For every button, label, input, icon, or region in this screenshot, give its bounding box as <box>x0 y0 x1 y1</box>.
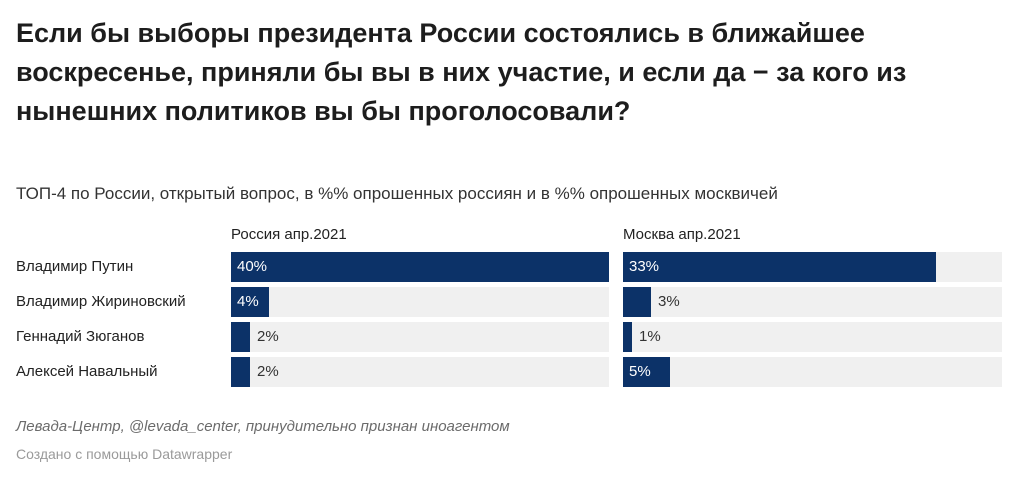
bar[interactable] <box>623 357 670 387</box>
bar[interactable] <box>623 322 632 352</box>
bar[interactable] <box>231 252 609 282</box>
bar-track: 2% <box>231 357 609 387</box>
bar[interactable] <box>231 287 269 317</box>
bar[interactable] <box>231 357 250 387</box>
bar[interactable] <box>231 322 250 352</box>
value-label: 40% <box>237 258 268 275</box>
value-label: 2% <box>257 363 279 380</box>
bar[interactable] <box>623 252 936 282</box>
source-note: Левада-Центр, @levada_center, принудител… <box>16 418 510 435</box>
bar[interactable] <box>623 287 651 317</box>
category-label: Алексей Навальный <box>16 363 158 380</box>
bar-track: 33% <box>623 252 1002 282</box>
chart-title: Если бы выборы президента России состоял… <box>16 18 907 126</box>
category-label: Владимир Жириновский <box>16 293 186 310</box>
bar-track: 1% <box>623 322 1002 352</box>
value-label: 5% <box>629 363 651 380</box>
bar-track: 5% <box>623 357 1002 387</box>
chart-subtitle: ТОП-4 по России, открытый вопрос, в %% о… <box>16 184 778 203</box>
value-label: 3% <box>658 293 680 310</box>
value-label: 4% <box>237 293 259 310</box>
bar-track: 4% <box>231 287 609 317</box>
value-label: 33% <box>629 258 660 275</box>
value-label: 1% <box>639 328 661 345</box>
value-label: 2% <box>257 328 279 345</box>
series-header: Россия апр.2021 <box>231 226 347 243</box>
datawrapper-credit[interactable]: Создано с помощью Datawrapper <box>16 446 233 462</box>
series-header: Москва апр.2021 <box>623 226 741 243</box>
bar-track: 40% <box>231 252 609 282</box>
category-label: Владимир Путин <box>16 258 134 275</box>
bar-track: 2% <box>231 322 609 352</box>
bar-track: 3% <box>623 287 1002 317</box>
category-label: Геннадий Зюганов <box>16 328 145 345</box>
